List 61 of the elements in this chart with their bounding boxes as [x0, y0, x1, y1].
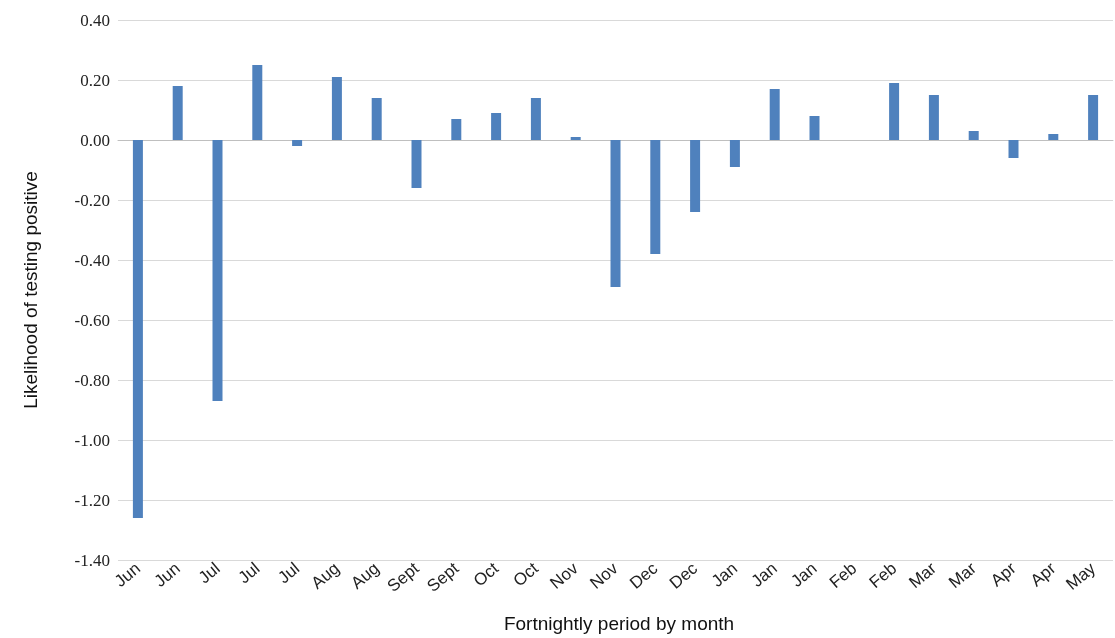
x-tick-label: Jan	[787, 558, 821, 591]
x-tick-label: Nov	[546, 558, 583, 593]
y-tick-label: 0.20	[80, 70, 110, 90]
x-tick-label: Apr	[1026, 558, 1060, 591]
x-tick-label: Sept	[383, 558, 423, 596]
y-tick-label: -0.40	[74, 250, 110, 270]
y-tick-label: -1.00	[74, 430, 110, 450]
x-tick-label: Oct	[509, 558, 543, 591]
bar	[1088, 95, 1099, 140]
bar	[650, 140, 661, 254]
x-tick-label: Jul	[194, 558, 224, 588]
bar	[530, 98, 541, 140]
y-tick-label: 0.00	[80, 130, 110, 150]
bar	[371, 98, 382, 140]
bar	[451, 119, 462, 140]
y-tick-label: -1.40	[74, 550, 110, 570]
x-tick-label: Aug	[347, 558, 383, 593]
bar	[172, 86, 183, 140]
bar	[411, 140, 422, 188]
x-tick-label: Jun	[150, 558, 184, 591]
bar	[132, 140, 143, 518]
x-tick-label: Jan	[747, 558, 781, 591]
y-tick-label: -0.20	[74, 190, 110, 210]
bar	[690, 140, 701, 212]
x-tick-label: Jul	[274, 558, 304, 588]
bar	[809, 116, 820, 140]
x-tick-label: Apr	[987, 558, 1020, 591]
x-tick-label: Feb	[865, 558, 901, 593]
bar	[610, 140, 621, 287]
bar	[769, 89, 780, 140]
bar	[252, 65, 263, 140]
x-tick-label: Jun	[110, 558, 145, 591]
x-tick-label: Mar	[905, 558, 941, 593]
y-tick-label: 0.40	[80, 10, 110, 30]
x-tick-label: Jul	[234, 558, 264, 588]
x-tick-label: Feb	[825, 558, 861, 593]
x-tick-label: Nov	[586, 558, 622, 593]
x-axis-title: Fortnightly period by month	[503, 613, 735, 634]
bar	[889, 83, 900, 140]
y-tick-label: -1.20	[74, 490, 110, 510]
y-tick-label: -0.60	[74, 310, 110, 330]
y-tick-label: -0.80	[74, 370, 110, 390]
x-tick-label: Jan	[707, 558, 742, 591]
x-tick-label: Sept	[423, 558, 463, 596]
bar	[292, 140, 303, 146]
x-tick-label: Oct	[469, 558, 503, 591]
bar	[1048, 134, 1059, 140]
bar	[1008, 140, 1019, 158]
bar	[570, 137, 581, 140]
x-tick-label: Dec	[626, 558, 662, 593]
bar	[491, 113, 502, 140]
bar	[331, 77, 342, 140]
y-axis-title: Likelihood of testing positive	[20, 171, 41, 409]
bar	[729, 140, 740, 167]
x-tick-label: May	[1062, 558, 1100, 594]
x-tick-label: Aug	[307, 558, 344, 593]
x-tick-label: Mar	[945, 558, 981, 593]
x-tick-label: Dec	[665, 558, 702, 593]
bar	[968, 131, 979, 140]
bar	[928, 95, 939, 140]
bar	[212, 140, 223, 401]
